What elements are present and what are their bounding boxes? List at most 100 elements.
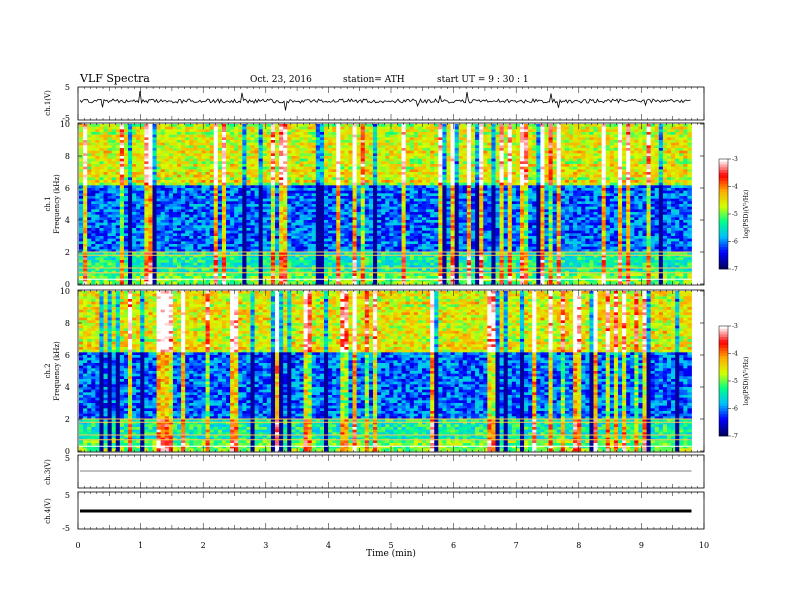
spectrogram-ytick-label: 10 bbox=[60, 120, 70, 129]
colorbar-segment bbox=[719, 198, 728, 201]
colorbar-segment bbox=[719, 417, 728, 420]
spectrogram-ytick-label: 6 bbox=[65, 184, 70, 193]
colorbar-segment bbox=[719, 222, 728, 225]
x-tick-label: 10 bbox=[699, 541, 709, 550]
colorbar-segment bbox=[719, 400, 728, 403]
colorbar-segment bbox=[719, 258, 728, 261]
colorbar-segment bbox=[719, 217, 728, 220]
colorbar-segment bbox=[719, 211, 728, 214]
colorbar-segment bbox=[719, 356, 728, 359]
x-axis-label: Time (min) bbox=[366, 548, 416, 559]
ch3-ylabel: ch.3(V) bbox=[44, 459, 52, 485]
colorbar-segment bbox=[719, 236, 728, 239]
colorbar-segment bbox=[719, 239, 728, 242]
colorbar-label: log(PSD)(V²/Hz) bbox=[743, 190, 750, 239]
colorbar-segment bbox=[719, 187, 728, 190]
colorbar-segment bbox=[719, 403, 728, 406]
colorbar-segment bbox=[719, 389, 728, 392]
ch4-ytick-neg5: -5 bbox=[62, 524, 70, 533]
colorbar-segment bbox=[719, 420, 728, 423]
spectrogram-ytick-label: 4 bbox=[65, 383, 70, 392]
colorbar-tick-label: -7 bbox=[732, 433, 738, 440]
colorbar-segment bbox=[719, 255, 728, 258]
colorbar-segment bbox=[719, 326, 728, 329]
colorbar-segment bbox=[719, 206, 728, 209]
colorbar-segment bbox=[719, 411, 728, 414]
ch1-spec-ylabel-bottom: Frequency (kHz) bbox=[53, 174, 61, 234]
colorbar-segment bbox=[719, 373, 728, 376]
colorbar-segment bbox=[719, 203, 728, 206]
colorbar-segment bbox=[719, 209, 728, 212]
ch1-ylabel: ch.1(V) bbox=[44, 90, 52, 116]
colorbar-segment bbox=[719, 220, 728, 223]
colorbar-segment bbox=[719, 214, 728, 217]
date-label: Oct. 23, 2016 bbox=[250, 75, 312, 85]
colorbar-segment bbox=[719, 181, 728, 184]
x-tick-label: 3 bbox=[263, 541, 268, 550]
colorbar-segment bbox=[719, 167, 728, 170]
colorbar-segment bbox=[719, 253, 728, 256]
colorbar-segment bbox=[719, 225, 728, 228]
x-tick-label: 7 bbox=[514, 541, 519, 550]
vlf-spectra-figure: VLF Spectra Oct. 23, 2016 station= ATH s… bbox=[0, 0, 792, 612]
spectrogram-ytick-label: 6 bbox=[65, 351, 70, 360]
colorbar-segment bbox=[719, 264, 728, 267]
colorbar-segment bbox=[719, 334, 728, 337]
colorbar-segment bbox=[719, 170, 728, 173]
colorbar-segment bbox=[719, 244, 728, 247]
spectrogram-ytick-label: 8 bbox=[65, 319, 70, 328]
colorbar-segment bbox=[719, 370, 728, 373]
colorbar-segment bbox=[719, 381, 728, 384]
colorbar-segment bbox=[719, 384, 728, 387]
colorbar-segment bbox=[719, 261, 728, 264]
colorbar-tick-label: -7 bbox=[732, 266, 738, 273]
ch3-ytick-5: 5 bbox=[65, 454, 70, 463]
spectrogram-ytick-label: 8 bbox=[65, 152, 70, 161]
colorbar-segment bbox=[719, 387, 728, 390]
ch1-waveform-line bbox=[80, 91, 691, 110]
x-tick-label: 4 bbox=[326, 541, 331, 550]
colorbar-segment bbox=[719, 395, 728, 398]
colorbar-segment bbox=[719, 406, 728, 409]
colorbar-segment bbox=[719, 378, 728, 381]
colorbar-segment bbox=[719, 192, 728, 195]
colorbar-segment bbox=[719, 184, 728, 187]
station-label: station= ATH bbox=[343, 75, 405, 85]
ch1-spec-ylabel-top: ch.1 bbox=[44, 196, 52, 211]
ch1-ytick-5: 5 bbox=[65, 83, 70, 92]
colorbar-segment bbox=[719, 354, 728, 357]
colorbar-segment bbox=[719, 367, 728, 370]
x-tick-label: 1 bbox=[138, 541, 143, 550]
colorbar-segment bbox=[719, 228, 728, 231]
ch1-spectrogram bbox=[79, 124, 692, 284]
colorbar-segment bbox=[719, 242, 728, 245]
colorbar-segment bbox=[719, 162, 728, 165]
colorbar-segment bbox=[719, 425, 728, 428]
colorbar-segment bbox=[719, 329, 728, 332]
x-tick-label: 6 bbox=[451, 541, 456, 550]
ch4-ylabel: ch.4(V) bbox=[44, 498, 52, 524]
ch4-ytick-5: 5 bbox=[65, 491, 70, 500]
colorbar-segment bbox=[719, 189, 728, 192]
colorbar-tick-label: -4 bbox=[732, 184, 738, 191]
colorbar-segment bbox=[719, 337, 728, 340]
start-time-label: start UT = 9 : 30 : 1 bbox=[437, 75, 529, 85]
colorbar-segment bbox=[719, 200, 728, 203]
colorbar-segment bbox=[719, 376, 728, 379]
colorbar-segment bbox=[719, 231, 728, 234]
colorbar-segment bbox=[719, 250, 728, 253]
colorbar-segment bbox=[719, 173, 728, 176]
colorbar-segment bbox=[719, 195, 728, 198]
colorbar-segment bbox=[719, 340, 728, 343]
colorbar-tick-label: -3 bbox=[732, 323, 738, 330]
colorbar-segment bbox=[719, 431, 728, 434]
colorbar-segment bbox=[719, 422, 728, 425]
spectrogram-ytick-label: 2 bbox=[65, 415, 70, 424]
colorbar-segment bbox=[719, 343, 728, 346]
colorbar-tick-label: -3 bbox=[732, 156, 738, 163]
ch2-spectrogram bbox=[79, 291, 692, 451]
spectrogram-ytick-label: 4 bbox=[65, 216, 70, 225]
colorbar-segment bbox=[719, 348, 728, 351]
